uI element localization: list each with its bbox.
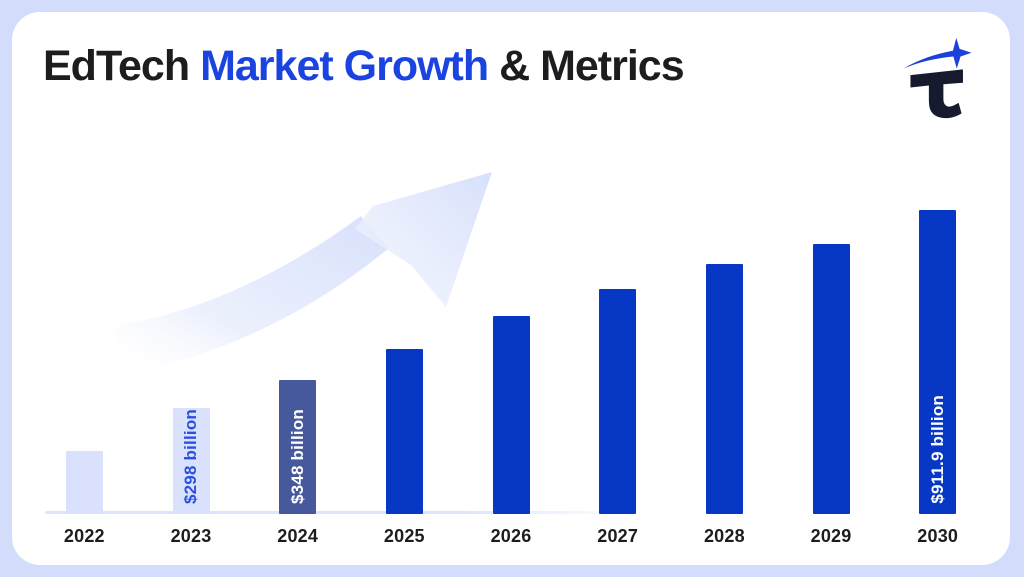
x-tick-2022: 2022	[63, 526, 105, 546]
bar-group-2029: 2029	[778, 244, 885, 547]
bar-group-2022: 2022	[31, 451, 138, 547]
x-tick-2027: 2027	[597, 526, 639, 546]
bar-group-2025: 2025	[351, 349, 458, 547]
bar-2029	[812, 244, 850, 514]
page-title: EdTech Market Growth & Metrics	[43, 42, 685, 91]
bar-group-2024: $348 billion 2024	[244, 380, 351, 547]
bar-2023: $298 billion	[172, 408, 210, 514]
comet-star-icon	[903, 37, 972, 69]
bar-2024: $348 billion	[279, 380, 317, 514]
bar-2028	[705, 264, 743, 514]
bar-2027	[599, 289, 637, 514]
title-part-3: & Metrics	[488, 42, 685, 90]
infographic-card: EdTech Market Growth & Metrics 2022 $298 …	[12, 12, 1010, 565]
bar-2025	[385, 349, 423, 514]
growth-arrow-icon	[112, 172, 492, 372]
tau-letter-icon	[910, 69, 963, 119]
bar-2022	[65, 451, 103, 514]
brand-logo	[903, 37, 972, 119]
bar-group-2023: $298 billion 2023	[138, 408, 245, 547]
x-tick-2028: 2028	[703, 526, 745, 546]
bar-2030: $911.9 billion	[919, 210, 957, 514]
x-tick-2023: 2023	[170, 526, 212, 546]
bars-row: 2022 $298 billion 2023 $348 billion 2024 2025…	[31, 210, 991, 547]
bar-2026	[492, 316, 530, 514]
x-tick-2025: 2025	[383, 526, 425, 546]
title-part-1: EdTech	[43, 42, 201, 90]
bar-value-label-2024: $348 billion	[287, 409, 307, 504]
bar-group-2026: 2026	[458, 316, 565, 547]
x-tick-2026: 2026	[490, 526, 532, 546]
x-tick-2030: 2030	[917, 526, 959, 546]
bar-value-label-2023: $298 billion	[181, 409, 200, 504]
x-tick-2029: 2029	[810, 526, 852, 546]
bar-group-2030: $911.9 billion 2030	[884, 210, 991, 547]
bar-value-label-2030: $911.9 billion	[927, 395, 947, 504]
bar-chart: 2022 $298 billion 2023 $348 billion 2024 2025…	[12, 185, 1010, 565]
bar-group-2027: 2027	[564, 289, 671, 547]
title-accent: Market Growth	[200, 42, 489, 90]
x-tick-2024: 2024	[277, 526, 319, 546]
bar-group-2028: 2028	[671, 264, 778, 547]
chart-baseline	[45, 511, 637, 514]
